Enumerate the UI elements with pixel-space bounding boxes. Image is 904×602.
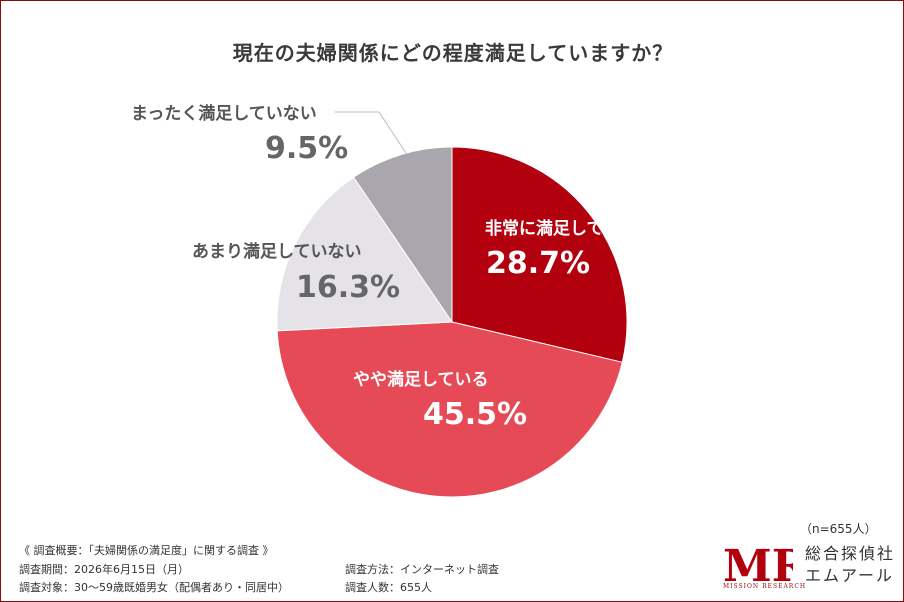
pie-slice-not-at-all-satisfied: [352, 146, 453, 324]
pie-slice-not-very-satisfied: [276, 176, 453, 332]
brand-name: 総合探偵社 エムアール: [805, 543, 895, 587]
slice-value-not-very-satisfied: 16.3%: [296, 270, 400, 305]
pie-slice-somewhat-satisfied: [276, 321, 623, 498]
survey-method: 調査方法：インターネット調査: [345, 563, 499, 576]
slice-label-not-very-satisfied: あまり満足していない: [192, 241, 362, 262]
brand-name-line1: 総合探偵社: [805, 544, 896, 563]
survey-overview: 《 調査概要：「夫婦関係の満足度」に関する調査 》: [19, 544, 274, 557]
pie-slice-very-satisfied: [451, 146, 628, 363]
survey-count: 調査人数：655人: [345, 581, 432, 594]
chart-title: 現在の夫婦関係にどの程度満足していますか？: [232, 41, 674, 65]
brand-mark: MR: [723, 541, 793, 592]
sample-size: （n=655人）: [800, 522, 877, 536]
brand-logo-icon: MR: [723, 541, 793, 592]
slice-value-not-at-all-satisfied: 9.5%: [265, 131, 348, 166]
callout-line-diagonal: [378, 111, 407, 154]
survey-target: 調査対象：30〜59歳既婚男女（配偶者あり・同居中）: [19, 581, 289, 594]
brand-name-line2: エムアール: [805, 566, 895, 585]
slice-label-very-satisfied: 非常に満足している: [485, 218, 638, 239]
pie-slices: [276, 146, 628, 498]
slice-value-very-satisfied: 28.7%: [486, 246, 590, 281]
slice-label-somewhat-satisfied: やや満足している: [353, 369, 489, 390]
brand-sub: MISSION RESEARCH: [723, 583, 807, 590]
survey-period: 調査期間：2026年6月15日（月）: [19, 563, 189, 576]
slice-value-somewhat-satisfied: 45.5%: [423, 397, 527, 432]
slice-label-not-at-all-satisfied: まったく満足していない: [131, 103, 317, 124]
